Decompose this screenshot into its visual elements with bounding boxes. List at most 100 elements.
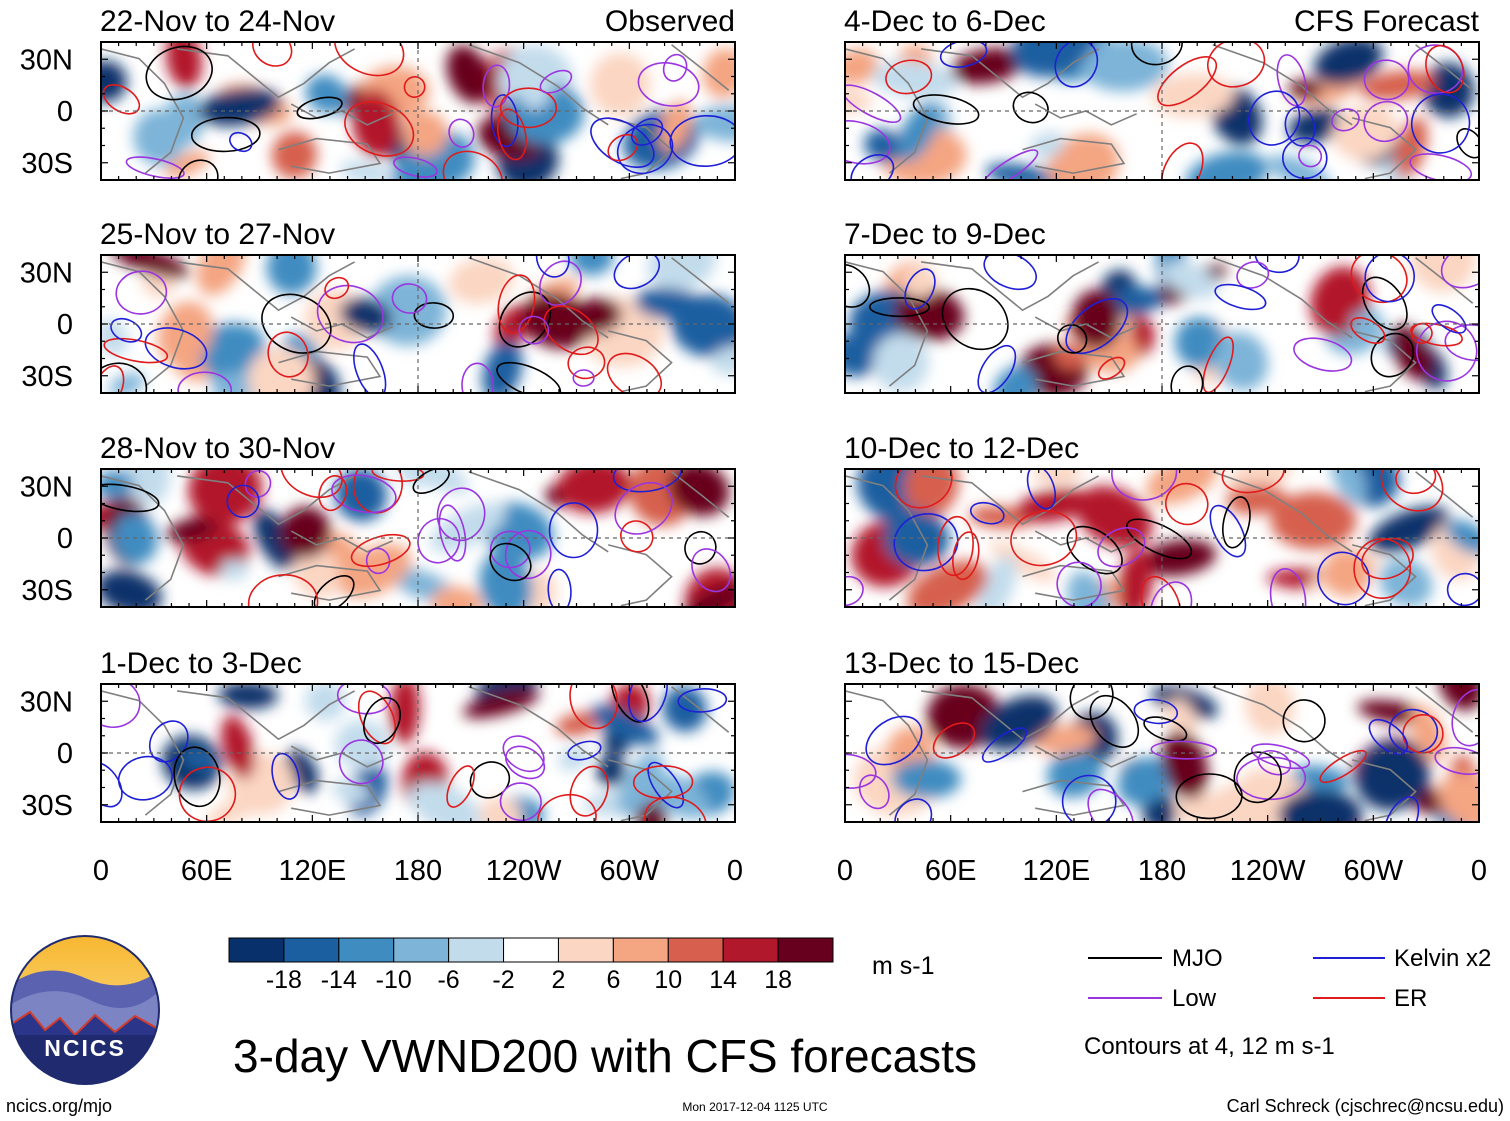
contour-er (446, 765, 475, 808)
anomaly-cell (402, 110, 448, 157)
lat-label: 30N (20, 686, 73, 718)
contour-er (1207, 42, 1266, 88)
panel-period: 28-Nov to 30-Nov (100, 432, 335, 465)
contour-er (247, 574, 319, 607)
contour-mjo (1130, 42, 1183, 66)
line-legend: MJO Kelvin x2 Low ER (1088, 945, 1491, 1012)
anomaly-cell (516, 49, 553, 110)
anomaly-cell (198, 87, 281, 127)
anomaly-cell (1355, 739, 1430, 811)
contour-kelvin-x2 (894, 798, 933, 822)
contour-kelvin-x2 (981, 727, 1028, 763)
anomaly-cell (1390, 324, 1434, 381)
map-panel: 30N030S7-Dec to 9-Dec (844, 218, 1480, 394)
contour-low (539, 69, 573, 94)
contour-er (952, 531, 980, 581)
coastline (1022, 564, 1126, 601)
contour-low (177, 371, 233, 393)
contour-er (499, 87, 558, 129)
contour-er (357, 690, 397, 745)
coastlines (845, 44, 1474, 180)
contour-kelvin-x2 (630, 117, 664, 146)
anomaly-cell (1162, 730, 1209, 800)
lat-label: 0 (57, 738, 73, 770)
contour-mjo (941, 287, 1009, 351)
anomaly-cell (462, 688, 540, 719)
contour-kelvin-x2 (1247, 90, 1301, 146)
anomaly-cell (157, 301, 213, 366)
anomaly-field (845, 255, 1476, 393)
coastline (176, 690, 355, 741)
coastline (468, 257, 609, 339)
contour-low (125, 156, 185, 179)
contour-low (1434, 746, 1479, 775)
contour-kelvin-x2 (1214, 283, 1267, 311)
contour-low (1236, 261, 1270, 289)
coastline (278, 779, 382, 816)
contour-kelvin-x2 (1065, 297, 1129, 355)
contour-low (637, 62, 700, 107)
contour-low (1111, 469, 1178, 501)
anomaly-cell (710, 345, 735, 375)
source-url[interactable]: ncics.org/mjo (6, 1096, 112, 1116)
contour-low (461, 362, 495, 393)
contour-kelvin-x2 (490, 94, 519, 148)
anomaly-cell (1292, 765, 1351, 792)
contour-kelvin-x2 (117, 755, 173, 801)
coastline (845, 48, 929, 174)
coastline (671, 44, 730, 91)
contour-kelvin-x2 (1133, 698, 1179, 725)
anomaly-cell (902, 264, 937, 298)
map-panel: 30N 0 30S 25-Nov to 27-Nov (20, 218, 736, 394)
contour-er (1395, 469, 1437, 495)
coastline (101, 690, 185, 816)
anomaly-cell (864, 129, 904, 163)
contour-low (572, 369, 595, 387)
legend-label: MJO (1172, 945, 1223, 972)
lon-label: 0 (727, 855, 743, 887)
contour-mjo (190, 116, 261, 153)
contour-er (497, 274, 536, 334)
anomaly-cell (907, 560, 988, 607)
anomaly-cell (520, 292, 593, 349)
contour-low (1236, 756, 1307, 801)
coastline (1022, 137, 1126, 174)
coastline (608, 759, 673, 822)
map-panel: 30N 0 30S 1-Dec to 3-Dec (20, 647, 736, 823)
anomaly-cell (1071, 289, 1122, 350)
contour-er (567, 346, 606, 380)
coastline (176, 475, 355, 526)
lon-label: 180 (1138, 855, 1186, 887)
map-panel: 30N030S13-Dec to 15-Dec (844, 647, 1480, 823)
contour-mjo (177, 159, 219, 180)
colorbar-swatch (503, 937, 559, 963)
anomaly-cell (993, 365, 1038, 393)
lat-label: 30S (21, 361, 73, 393)
contour-low (417, 517, 461, 564)
anomaly-cell (985, 163, 1055, 180)
anomaly-cell (271, 131, 318, 179)
colorbar: -18 -14 -10 -6 -2 2 6 10 14 18 (228, 937, 834, 994)
anomaly-field (845, 42, 1475, 180)
anomaly-cell (1368, 506, 1449, 553)
contour-er (1319, 749, 1367, 784)
coastline (671, 471, 730, 518)
contour-er (403, 76, 426, 98)
contour-mjo (1012, 91, 1049, 124)
contour-mjo (1069, 684, 1114, 720)
legend-item: MJO (1088, 945, 1223, 972)
contour-mjo (1222, 496, 1251, 549)
coastline (1212, 257, 1353, 339)
anomaly-cell (872, 333, 929, 392)
contour-er (1221, 469, 1285, 494)
contour-er (543, 305, 599, 356)
colorbar-tick-label: 2 (552, 966, 566, 994)
contour-er (350, 533, 411, 568)
panel-period: 22-Nov to 24-Nov (100, 5, 335, 38)
coastline (1212, 471, 1353, 553)
anomaly-cell (1053, 342, 1087, 370)
anomaly-cell (904, 469, 959, 517)
contour-low (981, 149, 1039, 180)
anomaly-cell (1409, 255, 1476, 293)
tick-marks (844, 254, 1480, 394)
